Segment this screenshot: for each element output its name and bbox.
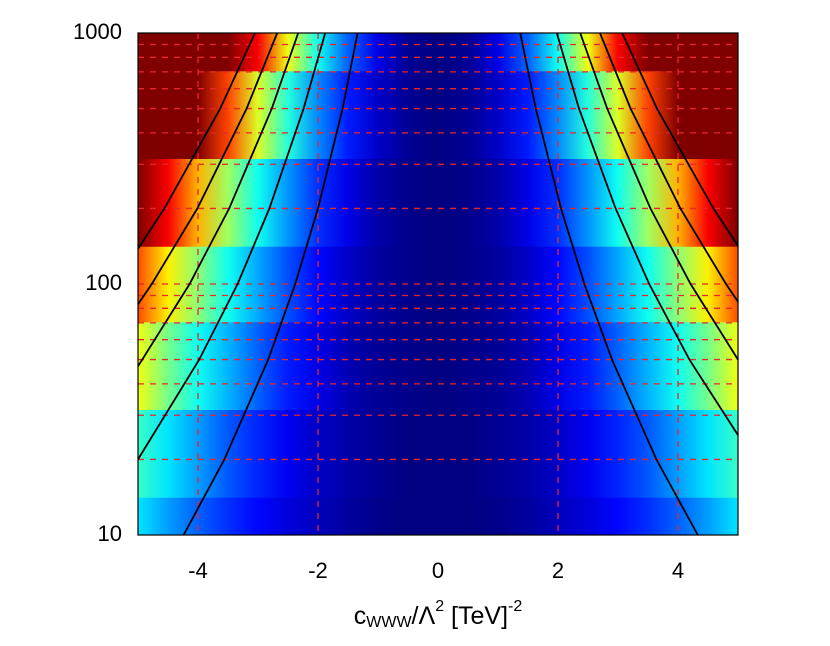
y-tick-label: 100 [85, 270, 122, 295]
x-label-sup: -2 [508, 598, 522, 615]
x-tick-label: 2 [552, 558, 564, 583]
x-label-part: /Λ [412, 602, 436, 630]
heat-row [138, 321, 738, 410]
x-label-sup: 2 [435, 598, 444, 615]
heat-row [138, 497, 738, 536]
x-label-part: [TeV] [444, 602, 508, 630]
contour-line [599, 32, 739, 303]
plot-frame [137, 32, 739, 536]
contour-line [137, 32, 327, 460]
x-label-sub: WWW [366, 614, 412, 631]
x-label-part: c [354, 602, 367, 630]
x-tick-label: -4 [188, 558, 208, 583]
contour-line [555, 32, 739, 436]
contour-line [621, 32, 739, 247]
y-tick-label: 10 [98, 521, 122, 546]
heat-row [138, 33, 738, 72]
x-tick-label: 4 [672, 558, 684, 583]
contour-line [137, 32, 256, 250]
y-tick-label: 1000 [73, 19, 122, 44]
x-tick-label: -2 [308, 558, 328, 583]
contour-line [579, 32, 739, 361]
contour-line [519, 32, 699, 536]
heat-row [138, 158, 738, 247]
heat-row [138, 409, 738, 498]
heat-row [138, 70, 738, 159]
contour-line [137, 32, 279, 305]
contour-line [137, 32, 300, 367]
x-tick-label: 0 [432, 558, 444, 583]
contour-line [182, 32, 359, 536]
x-axis-label: cWWW/Λ2 [TeV]-2 [354, 598, 523, 631]
